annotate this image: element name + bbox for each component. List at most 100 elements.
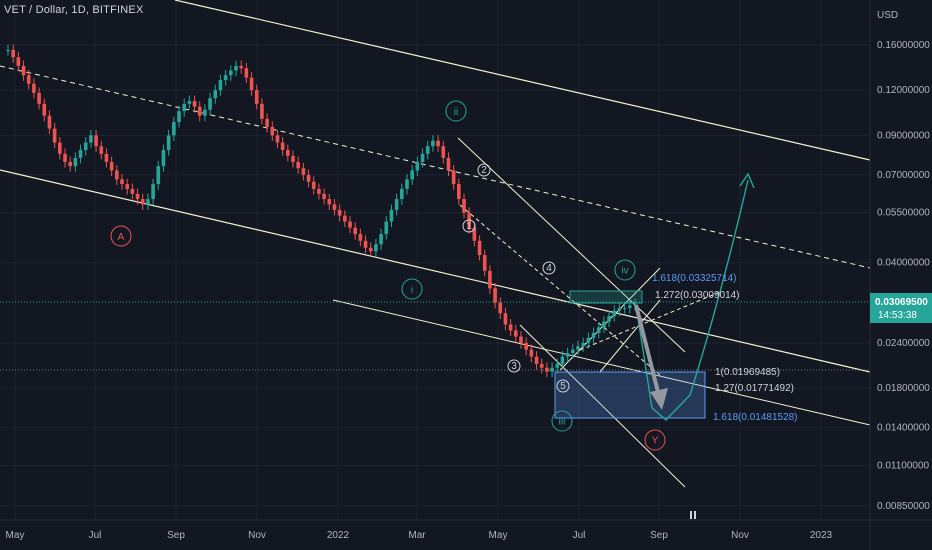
wave-channel-upper — [457, 137, 686, 353]
candle-body — [270, 126, 275, 136]
candle-body — [550, 367, 554, 372]
candle-body — [94, 135, 98, 147]
candle-body — [457, 184, 461, 200]
wave-label-circle — [542, 261, 556, 275]
wave-label-circle — [614, 259, 636, 281]
y-tick-label: 0.00850000 — [877, 501, 930, 512]
candle-body — [260, 103, 264, 119]
candle-body — [519, 336, 523, 343]
y-tick-label: 0.05500000 — [877, 208, 930, 219]
pause-icon — [690, 511, 692, 519]
fib-label: 1.618(0.03325714) — [652, 273, 737, 284]
candle-body — [286, 149, 290, 156]
candle-body — [410, 170, 414, 180]
candle-body — [622, 307, 627, 309]
wave-label-circle — [445, 100, 467, 122]
candle-body — [586, 337, 591, 343]
fib-label: 1.27(0.01771492) — [715, 383, 794, 394]
candle-body — [197, 106, 202, 116]
candle-body — [534, 356, 539, 364]
wave-label-circle — [462, 219, 476, 233]
wave-label: 5 — [560, 381, 566, 392]
candle-body — [420, 153, 425, 162]
wave-label-circle — [477, 163, 491, 177]
candle-body — [52, 128, 57, 143]
projection-arrowhead — [739, 172, 755, 189]
candlesticks — [6, 44, 637, 378]
grid — [0, 0, 870, 520]
fib-label: 1.618(0.01481528) — [713, 412, 798, 423]
candle-body — [182, 103, 186, 112]
candle-body — [213, 90, 218, 99]
wave-label-circle — [507, 359, 521, 373]
candle-body — [68, 161, 72, 167]
last-price-value: 0.03069500 — [875, 297, 928, 308]
candle-body — [415, 161, 420, 171]
wave-label-circle — [551, 410, 573, 432]
wave-label: iii — [559, 417, 566, 428]
candle-body — [104, 153, 109, 162]
price-axis: USD 0.16000000 0.12000000 0.09000000 0.07000… — [869, 0, 932, 550]
candle-body — [498, 302, 503, 314]
candle-body — [607, 315, 611, 322]
candle-body — [291, 155, 295, 162]
x-tick-label: Nov — [248, 530, 266, 541]
candle-body — [99, 146, 104, 154]
candle-body — [249, 77, 254, 91]
wave-label: 2 — [481, 165, 487, 176]
down-arrowhead — [650, 388, 668, 410]
candle-body — [239, 65, 243, 69]
candle-body — [545, 367, 549, 372]
candle-body — [368, 247, 373, 252]
channel-mid — [0, 65, 871, 269]
candle-body — [16, 57, 21, 66]
candle-body — [529, 349, 534, 357]
candle-body — [311, 181, 316, 189]
candle-body — [47, 115, 52, 129]
candle-body — [400, 188, 404, 200]
candle-body — [218, 80, 223, 91]
candle-body — [83, 142, 88, 150]
fib-label: 1.272(0.03009014) — [655, 290, 740, 301]
channel-base — [332, 299, 871, 426]
wave-label: ii — [454, 107, 458, 118]
candle-body — [125, 184, 129, 189]
pause-icon — [694, 511, 696, 519]
candle-body — [514, 330, 518, 337]
y-tick-label: 0.01100000 — [877, 461, 930, 472]
y-tick-label: 0.07000000 — [877, 170, 930, 181]
y-tick-label: 0.16000000 — [877, 40, 930, 51]
candle-body — [503, 313, 508, 325]
x-tick-label: Jul — [573, 530, 586, 541]
candle-body — [560, 356, 565, 364]
candle-body — [192, 101, 197, 107]
candle-body — [431, 140, 435, 147]
fork-b — [599, 299, 661, 373]
candle-body — [451, 170, 456, 185]
candle-body — [135, 193, 140, 200]
candle-body — [63, 153, 67, 162]
candle-body — [89, 135, 93, 143]
candle-body — [156, 166, 161, 185]
wave-label-circle — [401, 278, 423, 300]
channel-lines — [0, 0, 871, 488]
x-tick-label: Sep — [167, 530, 185, 541]
projection-path — [635, 179, 749, 421]
wave-label-circle — [644, 429, 666, 451]
candle-body — [265, 118, 269, 127]
candle-body — [565, 353, 570, 357]
candle-body — [524, 342, 528, 350]
candle-body — [441, 146, 446, 158]
candle-body — [73, 157, 78, 167]
wave-label: i — [411, 285, 413, 296]
wave-label: 3 — [511, 361, 517, 372]
candle-body — [596, 327, 601, 333]
y-tick-label: 0.02400000 — [877, 338, 930, 349]
y-tick-label: 0.04000000 — [877, 258, 930, 269]
candle-body — [208, 98, 212, 110]
wave-annotations: AiiiiiiivY123451.618(0.03325714)1.272(0.… — [110, 100, 798, 451]
candle-body — [115, 170, 119, 180]
candle-body — [109, 161, 114, 171]
candle-body — [120, 179, 124, 185]
